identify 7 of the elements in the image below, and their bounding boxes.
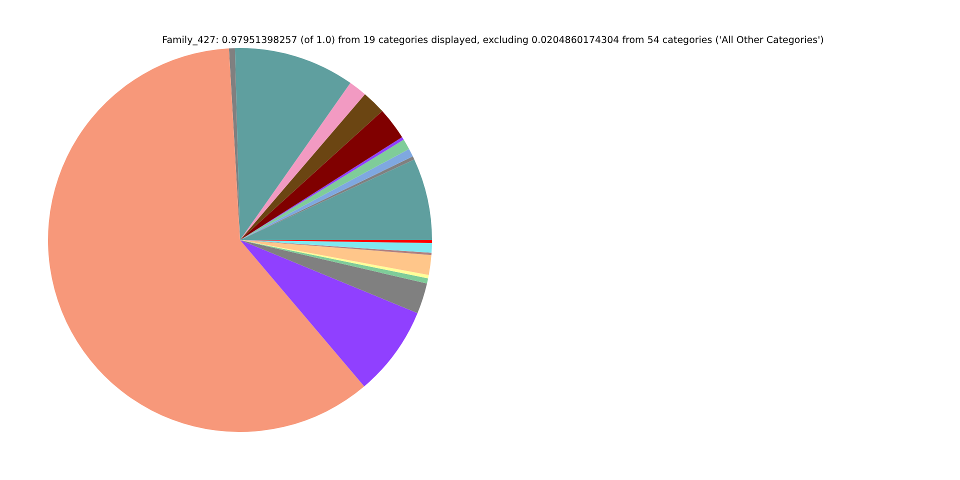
pie-slice: [240, 240, 418, 386]
pie-slice: [240, 240, 427, 314]
pie-slice: [240, 82, 365, 240]
pie-slice: [240, 94, 382, 240]
pie-slice: [240, 111, 402, 240]
pie-slice: [48, 48, 364, 432]
text: Family_427: 0.97951398257 (of 1.0) from 19 categories displayed, excluding 0.0204860174304 from 54 categories ('All Other Categories'): [162, 35, 824, 46]
